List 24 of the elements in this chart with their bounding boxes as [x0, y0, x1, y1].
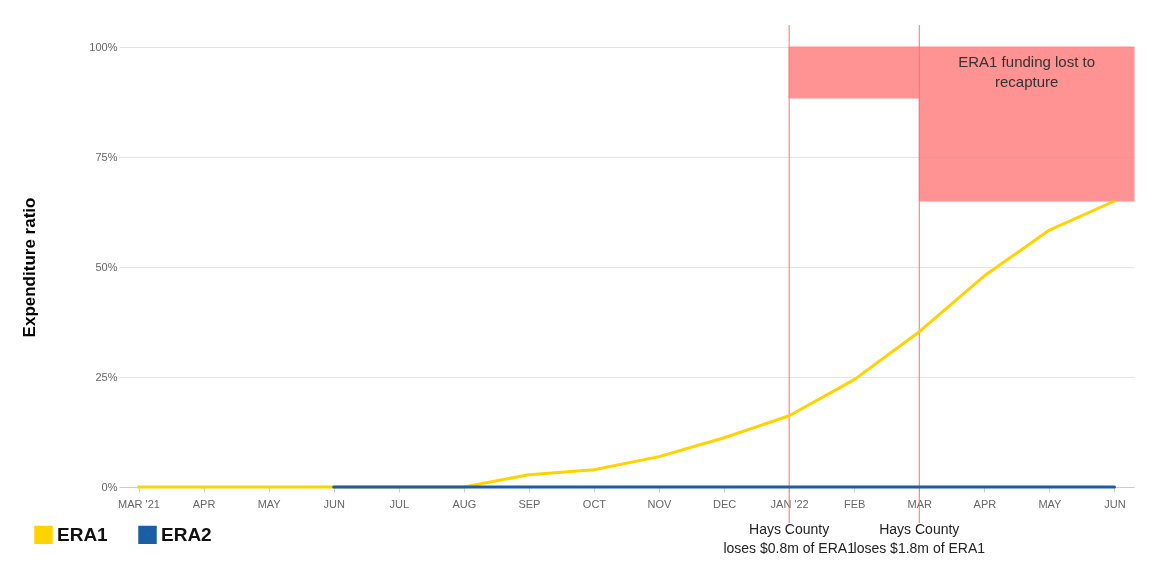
legend-label: ERA2	[161, 523, 212, 545]
y-tick-label: 0%	[101, 480, 118, 493]
x-tick-label: SEP	[518, 497, 541, 510]
y-tick-label: 25%	[95, 370, 118, 383]
y-tick-label: 75%	[95, 150, 118, 163]
y-tick-label: 50%	[95, 260, 118, 273]
ref-line-label: Hays County loses $1.8m of ERA1	[853, 521, 986, 556]
band-label: ERA1 funding lost to recapture	[958, 53, 1096, 90]
y-tick-label: 100%	[89, 40, 118, 53]
x-tick-label: NOV	[647, 497, 673, 510]
y-axis-title: Expenditure ratio	[20, 197, 40, 338]
x-tick-label: JUL	[389, 497, 410, 510]
x-tick-label: FEB	[844, 497, 866, 510]
x-tick-label: JUN	[1104, 497, 1126, 510]
legend-label: ERA1	[57, 523, 109, 545]
x-tick-label: DEC	[712, 497, 737, 510]
x-tick-label: MAY	[257, 497, 282, 510]
x-tick-label: MAY	[1038, 497, 1063, 510]
x-tick-label: APR	[973, 497, 997, 510]
x-tick-label: AUG	[452, 497, 477, 510]
x-tick-label: JUN	[323, 497, 345, 510]
x-tick-label: APR	[192, 497, 216, 510]
x-tick-label: MAR '21	[118, 497, 160, 510]
x-tick-label: OCT	[582, 497, 607, 510]
